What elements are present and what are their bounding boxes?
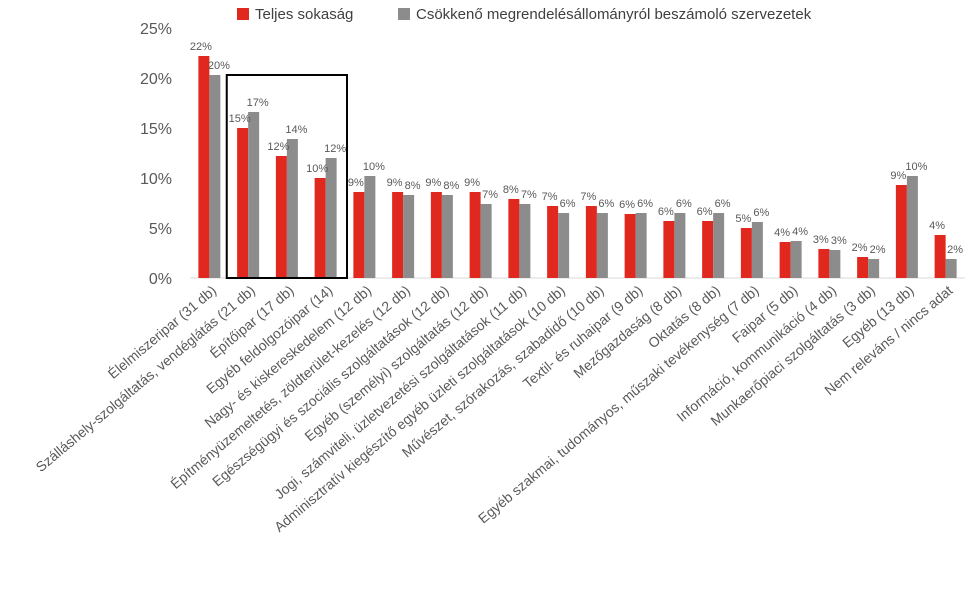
legend: Teljes sokaság Csökkenő megrendelésállom… — [237, 6, 812, 23]
highlight-box — [225, 74, 348, 279]
bar-series-2 — [868, 259, 880, 278]
data-label-series-2: 12% — [324, 143, 346, 155]
bar-series-2 — [441, 195, 453, 278]
bar-series-2 — [596, 213, 608, 278]
data-label-series-2: 17% — [247, 97, 269, 109]
bar-series-1 — [314, 178, 326, 278]
data-label-series-1: 9% — [348, 177, 364, 189]
bar-series-1 — [547, 206, 559, 278]
bar-series-2 — [713, 213, 725, 278]
data-label-series-2: 7% — [521, 189, 537, 201]
data-label-series-2: 14% — [285, 124, 307, 136]
bar-series-1 — [740, 228, 752, 278]
bar-series-1 — [469, 192, 481, 278]
data-label-series-1: 12% — [267, 141, 289, 153]
category-labels: Élelmiszeripar (31 db)Szálláshely-szolgá… — [33, 282, 956, 535]
bar-series-2 — [790, 241, 802, 278]
bars — [198, 56, 957, 278]
bar-series-2 — [751, 222, 763, 278]
data-label-series-2: 3% — [831, 235, 847, 247]
data-label-series-1: 22% — [190, 41, 212, 53]
y-tick-label: 10% — [140, 171, 172, 188]
bar-series-1 — [237, 128, 249, 278]
data-label-series-2: 20% — [208, 60, 230, 72]
data-label-series-2: 6% — [560, 198, 576, 210]
data-label-series-2: 10% — [363, 161, 385, 173]
bar-series-2 — [248, 112, 260, 278]
bar-series-2 — [325, 158, 337, 278]
data-label-series-2: 6% — [753, 207, 769, 219]
y-tick-label: 5% — [149, 221, 172, 238]
bar-series-1 — [934, 235, 946, 278]
bar-series-2 — [829, 250, 841, 278]
bar-series-1 — [663, 221, 675, 278]
data-label-series-1: 4% — [774, 227, 790, 239]
y-tick-label: 20% — [140, 71, 172, 88]
data-label-series-1: 9% — [464, 177, 480, 189]
y-tick-label: 0% — [149, 271, 172, 288]
legend-swatch-series-2 — [398, 8, 410, 20]
data-label-series-2: 2% — [870, 244, 886, 256]
bar-series-2 — [635, 213, 647, 278]
data-label-series-1: 9% — [425, 177, 441, 189]
data-label-series-2: 6% — [637, 198, 653, 210]
data-label-series-1: 6% — [697, 206, 713, 218]
data-label-series-1: 8% — [503, 184, 519, 196]
data-label-series-2: 10% — [905, 161, 927, 173]
data-label-series-1: 7% — [580, 191, 596, 203]
data-label-series-1: 9% — [890, 170, 906, 182]
bar-series-1 — [857, 257, 869, 278]
bar-series-1 — [392, 192, 404, 278]
legend-label-series-1: Teljes sokaság — [255, 6, 353, 23]
y-tick-label: 25% — [140, 21, 172, 38]
bar-series-1 — [275, 156, 287, 278]
data-label-series-1: 10% — [306, 163, 328, 175]
bar-series-2 — [286, 139, 298, 278]
data-label-series-1: 3% — [813, 234, 829, 246]
data-label-series-1: 4% — [929, 220, 945, 232]
bar-series-2 — [519, 204, 531, 278]
legend-swatch-series-1 — [237, 8, 249, 20]
bar-series-1 — [353, 192, 365, 278]
data-label-series-2: 8% — [443, 180, 459, 192]
y-tick-label: 15% — [140, 121, 172, 138]
data-label-series-1: 7% — [542, 191, 558, 203]
bar-series-1 — [895, 185, 907, 278]
bar-series-2 — [906, 176, 918, 278]
data-label-series-2: 2% — [947, 244, 963, 256]
data-label-series-2: 8% — [405, 180, 421, 192]
bar-series-1 — [624, 214, 636, 278]
bar-series-1 — [585, 206, 597, 278]
bar-series-1 — [430, 192, 442, 278]
bar-series-2 — [209, 75, 221, 278]
data-label-series-1: 9% — [387, 177, 403, 189]
data-label-series-2: 7% — [482, 189, 498, 201]
data-label-series-2: 6% — [676, 198, 692, 210]
data-label-series-1: 15% — [229, 113, 251, 125]
data-label-series-1: 6% — [619, 199, 635, 211]
bar-series-1 — [818, 249, 830, 278]
bar-series-2 — [364, 176, 376, 278]
bar-series-1 — [508, 199, 520, 278]
data-label-series-1: 6% — [658, 206, 674, 218]
bar-series-1 — [198, 56, 210, 278]
legend-label-series-2: Csökkenő megrendelésállományról beszámol… — [416, 6, 812, 23]
bar-series-1 — [702, 221, 714, 278]
bar-series-2 — [674, 213, 686, 278]
data-label-series-2: 6% — [715, 198, 731, 210]
bar-series-2 — [945, 259, 957, 278]
data-label-series-2: 6% — [598, 198, 614, 210]
bar-series-2 — [558, 213, 570, 278]
bar-series-2 — [480, 204, 492, 278]
data-label-series-1: 5% — [735, 213, 751, 225]
bar-series-2 — [403, 195, 415, 278]
data-label-series-1: 2% — [852, 242, 868, 254]
bar-series-1 — [779, 242, 791, 278]
data-labels: 22%20%15%17%12%14%10%12%9%10%9% 8% 9% 8% 9%7… — [190, 41, 963, 256]
data-label-series-2: 4% — [792, 226, 808, 238]
